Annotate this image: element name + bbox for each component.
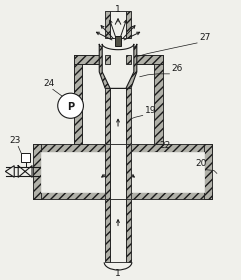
Bar [105, 55, 131, 64]
Bar [33, 144, 212, 152]
Bar [126, 88, 131, 144]
Bar [110, 11, 126, 38]
Bar [126, 55, 131, 64]
Bar [74, 64, 82, 144]
Text: 26: 26 [171, 64, 183, 73]
Bar [126, 11, 131, 38]
Bar [21, 153, 30, 162]
Bar [110, 88, 126, 144]
Polygon shape [102, 44, 134, 88]
Bar [105, 55, 110, 64]
Bar [105, 144, 131, 199]
Polygon shape [5, 166, 14, 177]
Bar [74, 55, 105, 64]
Text: 20: 20 [195, 159, 207, 168]
Text: 24: 24 [43, 80, 54, 88]
Bar [105, 88, 110, 144]
Bar [105, 144, 110, 199]
Bar [115, 36, 121, 46]
Bar [41, 152, 204, 192]
Polygon shape [99, 44, 137, 88]
Bar [110, 199, 126, 262]
Bar [204, 144, 212, 199]
Bar [105, 199, 110, 262]
Bar [33, 144, 41, 199]
Text: 23: 23 [9, 136, 21, 145]
Circle shape [58, 93, 83, 118]
Text: 1: 1 [115, 5, 121, 14]
Text: P: P [67, 102, 74, 112]
Bar [74, 55, 162, 64]
Text: 1: 1 [115, 269, 121, 278]
Bar [131, 55, 162, 64]
Bar [110, 144, 126, 199]
Bar [74, 55, 82, 144]
Bar [126, 199, 131, 262]
Bar [126, 144, 131, 199]
Bar [105, 11, 110, 38]
Text: 27: 27 [199, 33, 210, 42]
Bar [154, 64, 162, 144]
Text: 19: 19 [145, 106, 156, 115]
Text: 22: 22 [160, 141, 171, 150]
Bar [33, 192, 212, 199]
